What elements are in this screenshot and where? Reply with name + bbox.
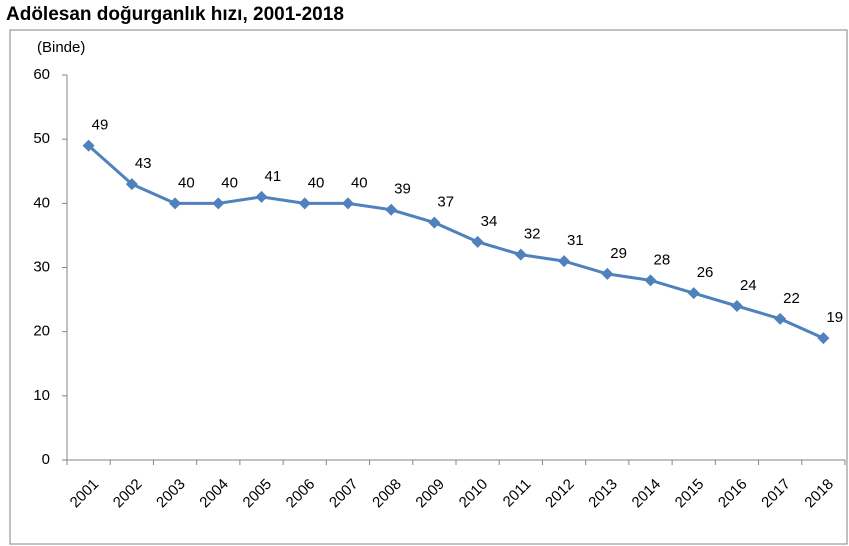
data-label: 40 [221, 174, 238, 191]
marker [644, 274, 657, 287]
marker [212, 197, 225, 210]
data-label: 39 [394, 181, 411, 198]
data-label: 41 [265, 168, 282, 185]
x-tick-label: 2006 [283, 476, 319, 512]
marker [341, 197, 354, 210]
marker [428, 216, 441, 229]
y-tick-label: 50 [33, 130, 50, 147]
data-label: 34 [481, 213, 498, 230]
data-label: 24 [740, 277, 757, 294]
x-tick-label: 2009 [412, 476, 448, 512]
x-tick-label: 2003 [153, 476, 189, 512]
y-tick-label: 0 [42, 451, 50, 468]
chart-frame [9, 29, 848, 545]
data-label: 29 [610, 245, 627, 262]
data-label: 49 [92, 117, 109, 134]
x-tick-label: 2017 [758, 476, 794, 512]
x-tick-label: 2007 [326, 476, 362, 512]
data-label: 31 [567, 232, 584, 249]
x-tick-label: 2008 [369, 476, 405, 512]
line [87, 144, 824, 340]
data-label: 19 [826, 309, 843, 326]
y-tick-label: 20 [33, 323, 50, 340]
x-tick-label: 2010 [456, 476, 492, 512]
marker [298, 197, 311, 210]
data-label: 40 [308, 174, 325, 191]
marker [514, 248, 527, 261]
data-label: 32 [524, 226, 541, 243]
marker [687, 287, 700, 300]
chart-title: Adölesan doğurganlık hızı, 2001-2018 [6, 4, 344, 25]
y-tick-label: 40 [33, 194, 50, 211]
y-tick-label: 60 [33, 66, 50, 83]
data-label: 40 [351, 174, 368, 191]
x-tick-label: 2004 [196, 476, 232, 512]
y-tick-label: 10 [33, 387, 50, 404]
x-tick-label: 2001 [67, 476, 103, 512]
marker [169, 197, 182, 210]
marker [255, 190, 268, 203]
marker [558, 255, 571, 268]
x-tick-label: 2002 [110, 476, 146, 512]
data-label: 28 [654, 251, 671, 268]
data-label: 43 [135, 155, 152, 172]
marker [774, 312, 787, 325]
x-tick-label: 2015 [672, 476, 708, 512]
marker [471, 235, 484, 248]
x-tick-label: 2012 [542, 476, 578, 512]
data-label: 40 [178, 174, 195, 191]
x-tick-label: 2005 [240, 476, 276, 512]
x-tick-label: 2011 [500, 476, 535, 511]
x-tick-label: 2018 [801, 476, 837, 512]
marker [385, 203, 398, 216]
marker [817, 332, 830, 345]
y-axis-label: (Binde) [37, 39, 85, 56]
x-tick-label: 2014 [629, 476, 665, 512]
marker [601, 267, 614, 280]
data-label: 22 [783, 290, 800, 307]
data-label: 26 [697, 264, 714, 281]
marker [730, 300, 743, 312]
x-tick-label: 2016 [715, 476, 751, 512]
x-tick-label: 2013 [585, 476, 621, 512]
marker [82, 139, 95, 152]
marker [125, 178, 138, 191]
data-label: 37 [437, 194, 454, 211]
y-tick-label: 30 [33, 258, 50, 275]
